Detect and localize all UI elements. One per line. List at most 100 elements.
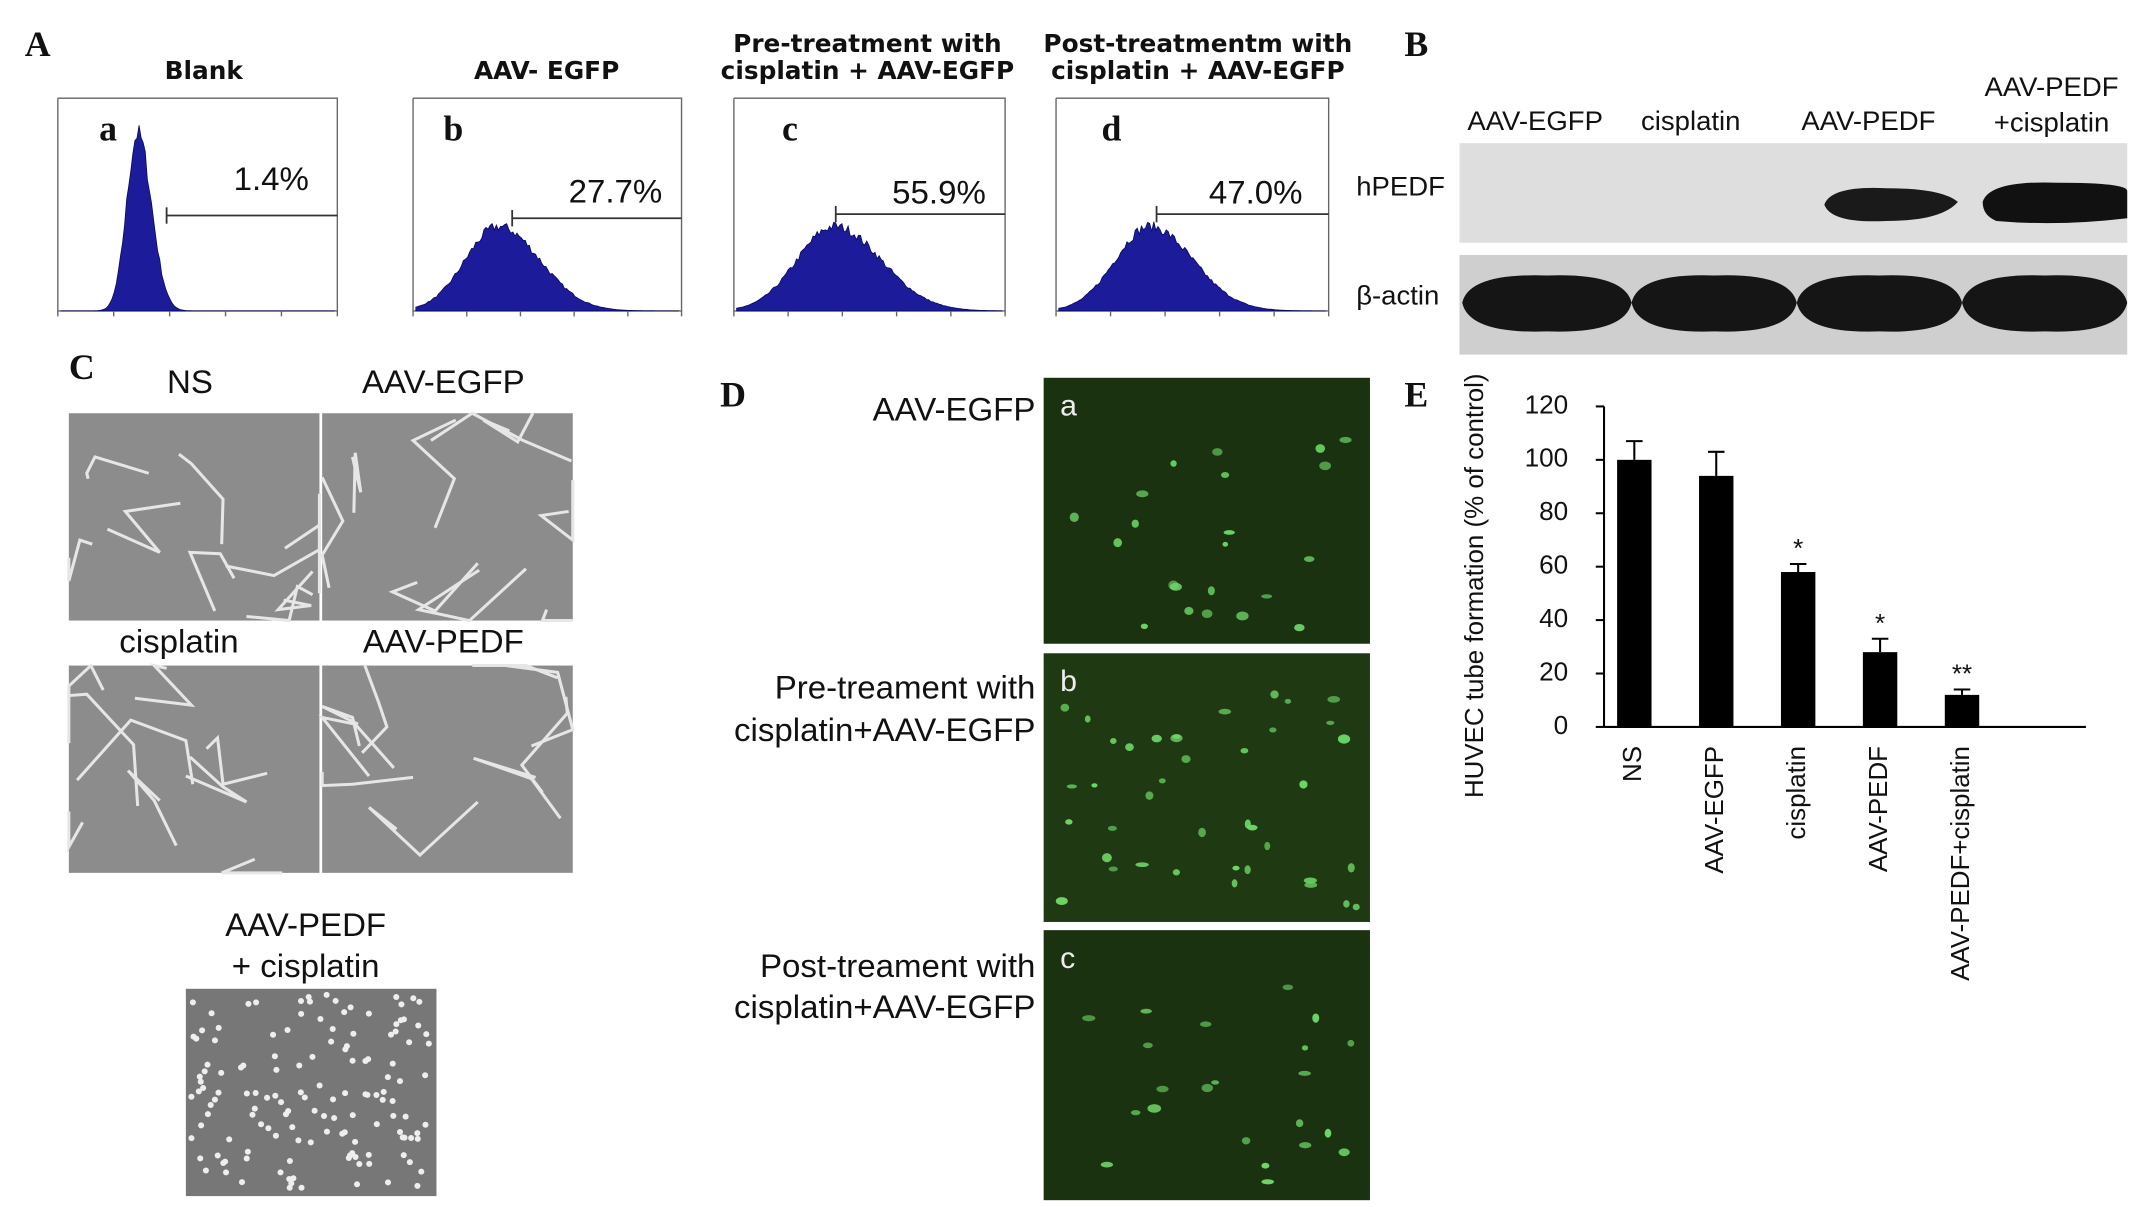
lane-label: AAV-PEDF xyxy=(1801,105,1935,136)
fluorescent-cell xyxy=(1207,586,1215,596)
y-tick-label: 120 xyxy=(1525,389,1569,419)
tube-network xyxy=(178,452,225,545)
cell xyxy=(277,1169,284,1176)
cell xyxy=(251,1105,258,1112)
fluorescent-cell xyxy=(1261,1179,1274,1185)
micrograph xyxy=(68,413,320,621)
tube-network xyxy=(414,567,527,623)
tube-network xyxy=(320,476,345,589)
cell xyxy=(393,1021,400,1028)
tube-network xyxy=(185,755,248,804)
cell xyxy=(215,1089,222,1096)
tube-network xyxy=(318,715,395,777)
fluorescent-cell xyxy=(1352,903,1360,911)
cell xyxy=(341,1009,348,1016)
x-tick-label: AAV-PEDF xyxy=(1863,746,1893,872)
panel-label: E xyxy=(1404,375,1428,415)
panel-label: B xyxy=(1404,24,1428,64)
cell xyxy=(278,1099,285,1106)
tube-network xyxy=(505,664,575,748)
cell xyxy=(195,1088,202,1095)
image-caption: NS xyxy=(167,363,213,400)
lane-label: cisplatin xyxy=(1641,105,1740,136)
cell xyxy=(243,1090,250,1097)
cell xyxy=(285,1107,292,1114)
cell xyxy=(356,1160,363,1167)
fluorescent-cell xyxy=(1140,623,1148,630)
cell xyxy=(188,1135,195,1142)
fluorescent-cell xyxy=(1101,853,1112,863)
cell xyxy=(415,1022,422,1029)
cell xyxy=(366,1160,373,1167)
cell xyxy=(297,1089,304,1096)
cell xyxy=(198,1122,205,1129)
cell xyxy=(350,1030,357,1037)
cell xyxy=(423,1031,430,1038)
fluorescent-cell xyxy=(1199,1021,1212,1027)
bar xyxy=(1862,652,1898,727)
tube-network xyxy=(205,734,268,787)
fluorescent-cell xyxy=(1181,755,1191,764)
y-tick-label: 40 xyxy=(1539,603,1568,633)
fluorescent-cell xyxy=(1198,827,1206,838)
fluorescent-cell xyxy=(1347,1039,1355,1047)
image-caption: AAV-PEDF xyxy=(363,623,524,660)
cell xyxy=(222,1169,230,1176)
fluorescent-cell xyxy=(1303,556,1315,562)
cell xyxy=(402,1113,409,1120)
fluorescent-cell xyxy=(1158,778,1166,784)
cell xyxy=(353,1181,361,1188)
fluorescent-cell xyxy=(1184,606,1194,615)
cell xyxy=(414,1135,421,1142)
cell xyxy=(243,1155,250,1162)
fluorescent-cell xyxy=(1211,1080,1220,1085)
cell xyxy=(384,1074,391,1081)
cell xyxy=(286,1184,293,1191)
tube-network xyxy=(367,800,479,858)
fluorescent-cell xyxy=(1145,791,1154,800)
fluorescent-cell xyxy=(1337,734,1351,744)
cell xyxy=(193,1035,200,1042)
plot-title: cisplatin + AAV-EGFP xyxy=(1051,56,1344,85)
y-tick-label: 60 xyxy=(1539,550,1568,580)
fluorescent-cell xyxy=(1108,866,1118,872)
cell xyxy=(189,999,196,1006)
plot-title: Post-treatmentm with xyxy=(1043,29,1352,58)
cell xyxy=(331,1114,338,1121)
cell xyxy=(342,1046,349,1053)
cell xyxy=(390,1112,397,1119)
cell xyxy=(400,1016,407,1023)
tube-network xyxy=(75,718,195,785)
blot-band xyxy=(1796,275,1963,332)
blot-band xyxy=(1631,275,1797,332)
image-caption: Post-treament with xyxy=(760,947,1035,984)
significance-mark: * xyxy=(1875,608,1885,638)
plot-title: cisplatin + AAV-EGFP xyxy=(721,56,1014,85)
image-caption: AAV-PEDF xyxy=(225,906,386,943)
tube-network xyxy=(350,452,363,513)
plot-letter: d xyxy=(1101,109,1121,149)
cell xyxy=(425,1040,432,1047)
fluorescent-cell xyxy=(1324,1128,1332,1138)
cell xyxy=(401,1134,408,1141)
plot-title: Pre-treatment with xyxy=(733,29,1001,58)
tube-network xyxy=(187,550,236,612)
cell xyxy=(296,1062,303,1069)
fluorescent-cell xyxy=(1327,696,1341,703)
x-tick-label: cisplatin xyxy=(1781,746,1811,840)
cell xyxy=(329,1026,336,1033)
fluorescent-cell xyxy=(1343,900,1350,908)
tube-network xyxy=(537,480,575,544)
tube-network xyxy=(134,663,196,708)
tube-network xyxy=(410,418,457,529)
cell xyxy=(392,1028,399,1035)
fluorescent-cell xyxy=(1055,897,1068,906)
tube-network xyxy=(67,538,93,582)
image-caption: cisplatin xyxy=(119,623,238,660)
fluorescent-cell xyxy=(1084,715,1091,723)
cell xyxy=(208,1010,215,1017)
cell xyxy=(373,1091,380,1098)
plot-title: Blank xyxy=(165,56,244,85)
fluorescent-cell xyxy=(1201,1083,1213,1093)
cell xyxy=(295,1137,302,1144)
